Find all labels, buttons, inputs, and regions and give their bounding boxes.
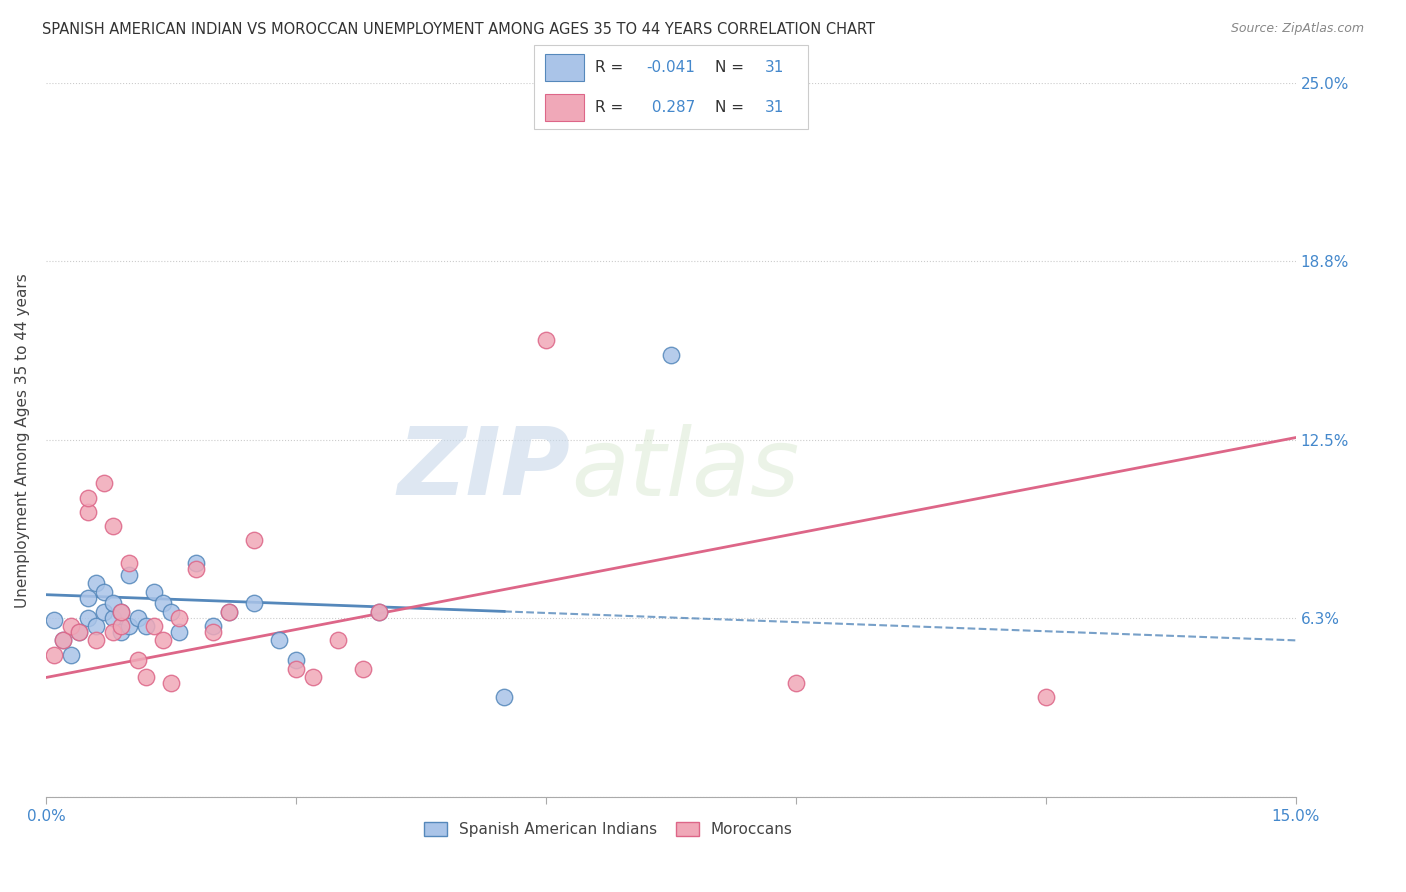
Point — [76, 591, 98, 605]
Point — [101, 624, 124, 639]
Text: N =: N = — [716, 100, 749, 115]
Point — [52, 633, 75, 648]
FancyBboxPatch shape — [546, 54, 583, 81]
Point — [110, 624, 132, 639]
Text: atlas: atlas — [571, 424, 799, 515]
Text: -0.041: -0.041 — [647, 60, 696, 75]
Point — [110, 605, 132, 619]
FancyBboxPatch shape — [534, 45, 808, 129]
Point — [127, 610, 149, 624]
Point — [76, 610, 98, 624]
Point — [284, 653, 307, 667]
Text: R =: R = — [595, 100, 627, 115]
Text: SPANISH AMERICAN INDIAN VS MOROCCAN UNEMPLOYMENT AMONG AGES 35 TO 44 YEARS CORRE: SPANISH AMERICAN INDIAN VS MOROCCAN UNEM… — [42, 22, 875, 37]
Point — [152, 633, 174, 648]
Text: Source: ZipAtlas.com: Source: ZipAtlas.com — [1230, 22, 1364, 36]
Point — [135, 619, 157, 633]
Point — [59, 619, 82, 633]
Point — [67, 624, 90, 639]
Point — [84, 576, 107, 591]
Point — [110, 619, 132, 633]
Point — [184, 556, 207, 570]
Point — [284, 662, 307, 676]
Point — [368, 605, 391, 619]
Point — [101, 610, 124, 624]
Text: ZIP: ZIP — [398, 423, 571, 515]
Point — [59, 648, 82, 662]
Point — [118, 556, 141, 570]
Point — [534, 334, 557, 348]
Point — [160, 676, 183, 690]
Point — [84, 633, 107, 648]
Point — [44, 648, 66, 662]
Point — [167, 610, 190, 624]
Point — [118, 619, 141, 633]
Point — [184, 562, 207, 576]
Text: 0.287: 0.287 — [647, 100, 695, 115]
Point — [101, 596, 124, 610]
Point — [127, 653, 149, 667]
Point — [143, 584, 166, 599]
Point — [243, 533, 266, 548]
Point — [110, 605, 132, 619]
Point — [93, 584, 115, 599]
Text: 31: 31 — [765, 100, 785, 115]
Point — [143, 619, 166, 633]
Point — [326, 633, 349, 648]
Point — [76, 505, 98, 519]
Text: R =: R = — [595, 60, 627, 75]
Point — [84, 619, 107, 633]
Point — [67, 624, 90, 639]
Point — [201, 624, 224, 639]
Point — [785, 676, 807, 690]
Point — [135, 671, 157, 685]
Point — [218, 605, 240, 619]
Point — [352, 662, 374, 676]
Point — [218, 605, 240, 619]
Point — [243, 596, 266, 610]
Point — [167, 624, 190, 639]
Point — [1035, 690, 1057, 705]
Text: N =: N = — [716, 60, 749, 75]
Point — [301, 671, 323, 685]
Point — [52, 633, 75, 648]
Point — [201, 619, 224, 633]
Legend: Spanish American Indians, Moroccans: Spanish American Indians, Moroccans — [418, 815, 799, 843]
Point — [118, 567, 141, 582]
Point — [101, 519, 124, 533]
Point — [269, 633, 291, 648]
Point — [93, 476, 115, 491]
Point — [152, 596, 174, 610]
FancyBboxPatch shape — [546, 94, 583, 120]
Text: 31: 31 — [765, 60, 785, 75]
Point — [44, 613, 66, 627]
Point — [76, 491, 98, 505]
Point — [494, 690, 516, 705]
Point — [659, 348, 682, 362]
Point — [368, 605, 391, 619]
Y-axis label: Unemployment Among Ages 35 to 44 years: Unemployment Among Ages 35 to 44 years — [15, 273, 30, 607]
Point — [160, 605, 183, 619]
Point — [93, 605, 115, 619]
